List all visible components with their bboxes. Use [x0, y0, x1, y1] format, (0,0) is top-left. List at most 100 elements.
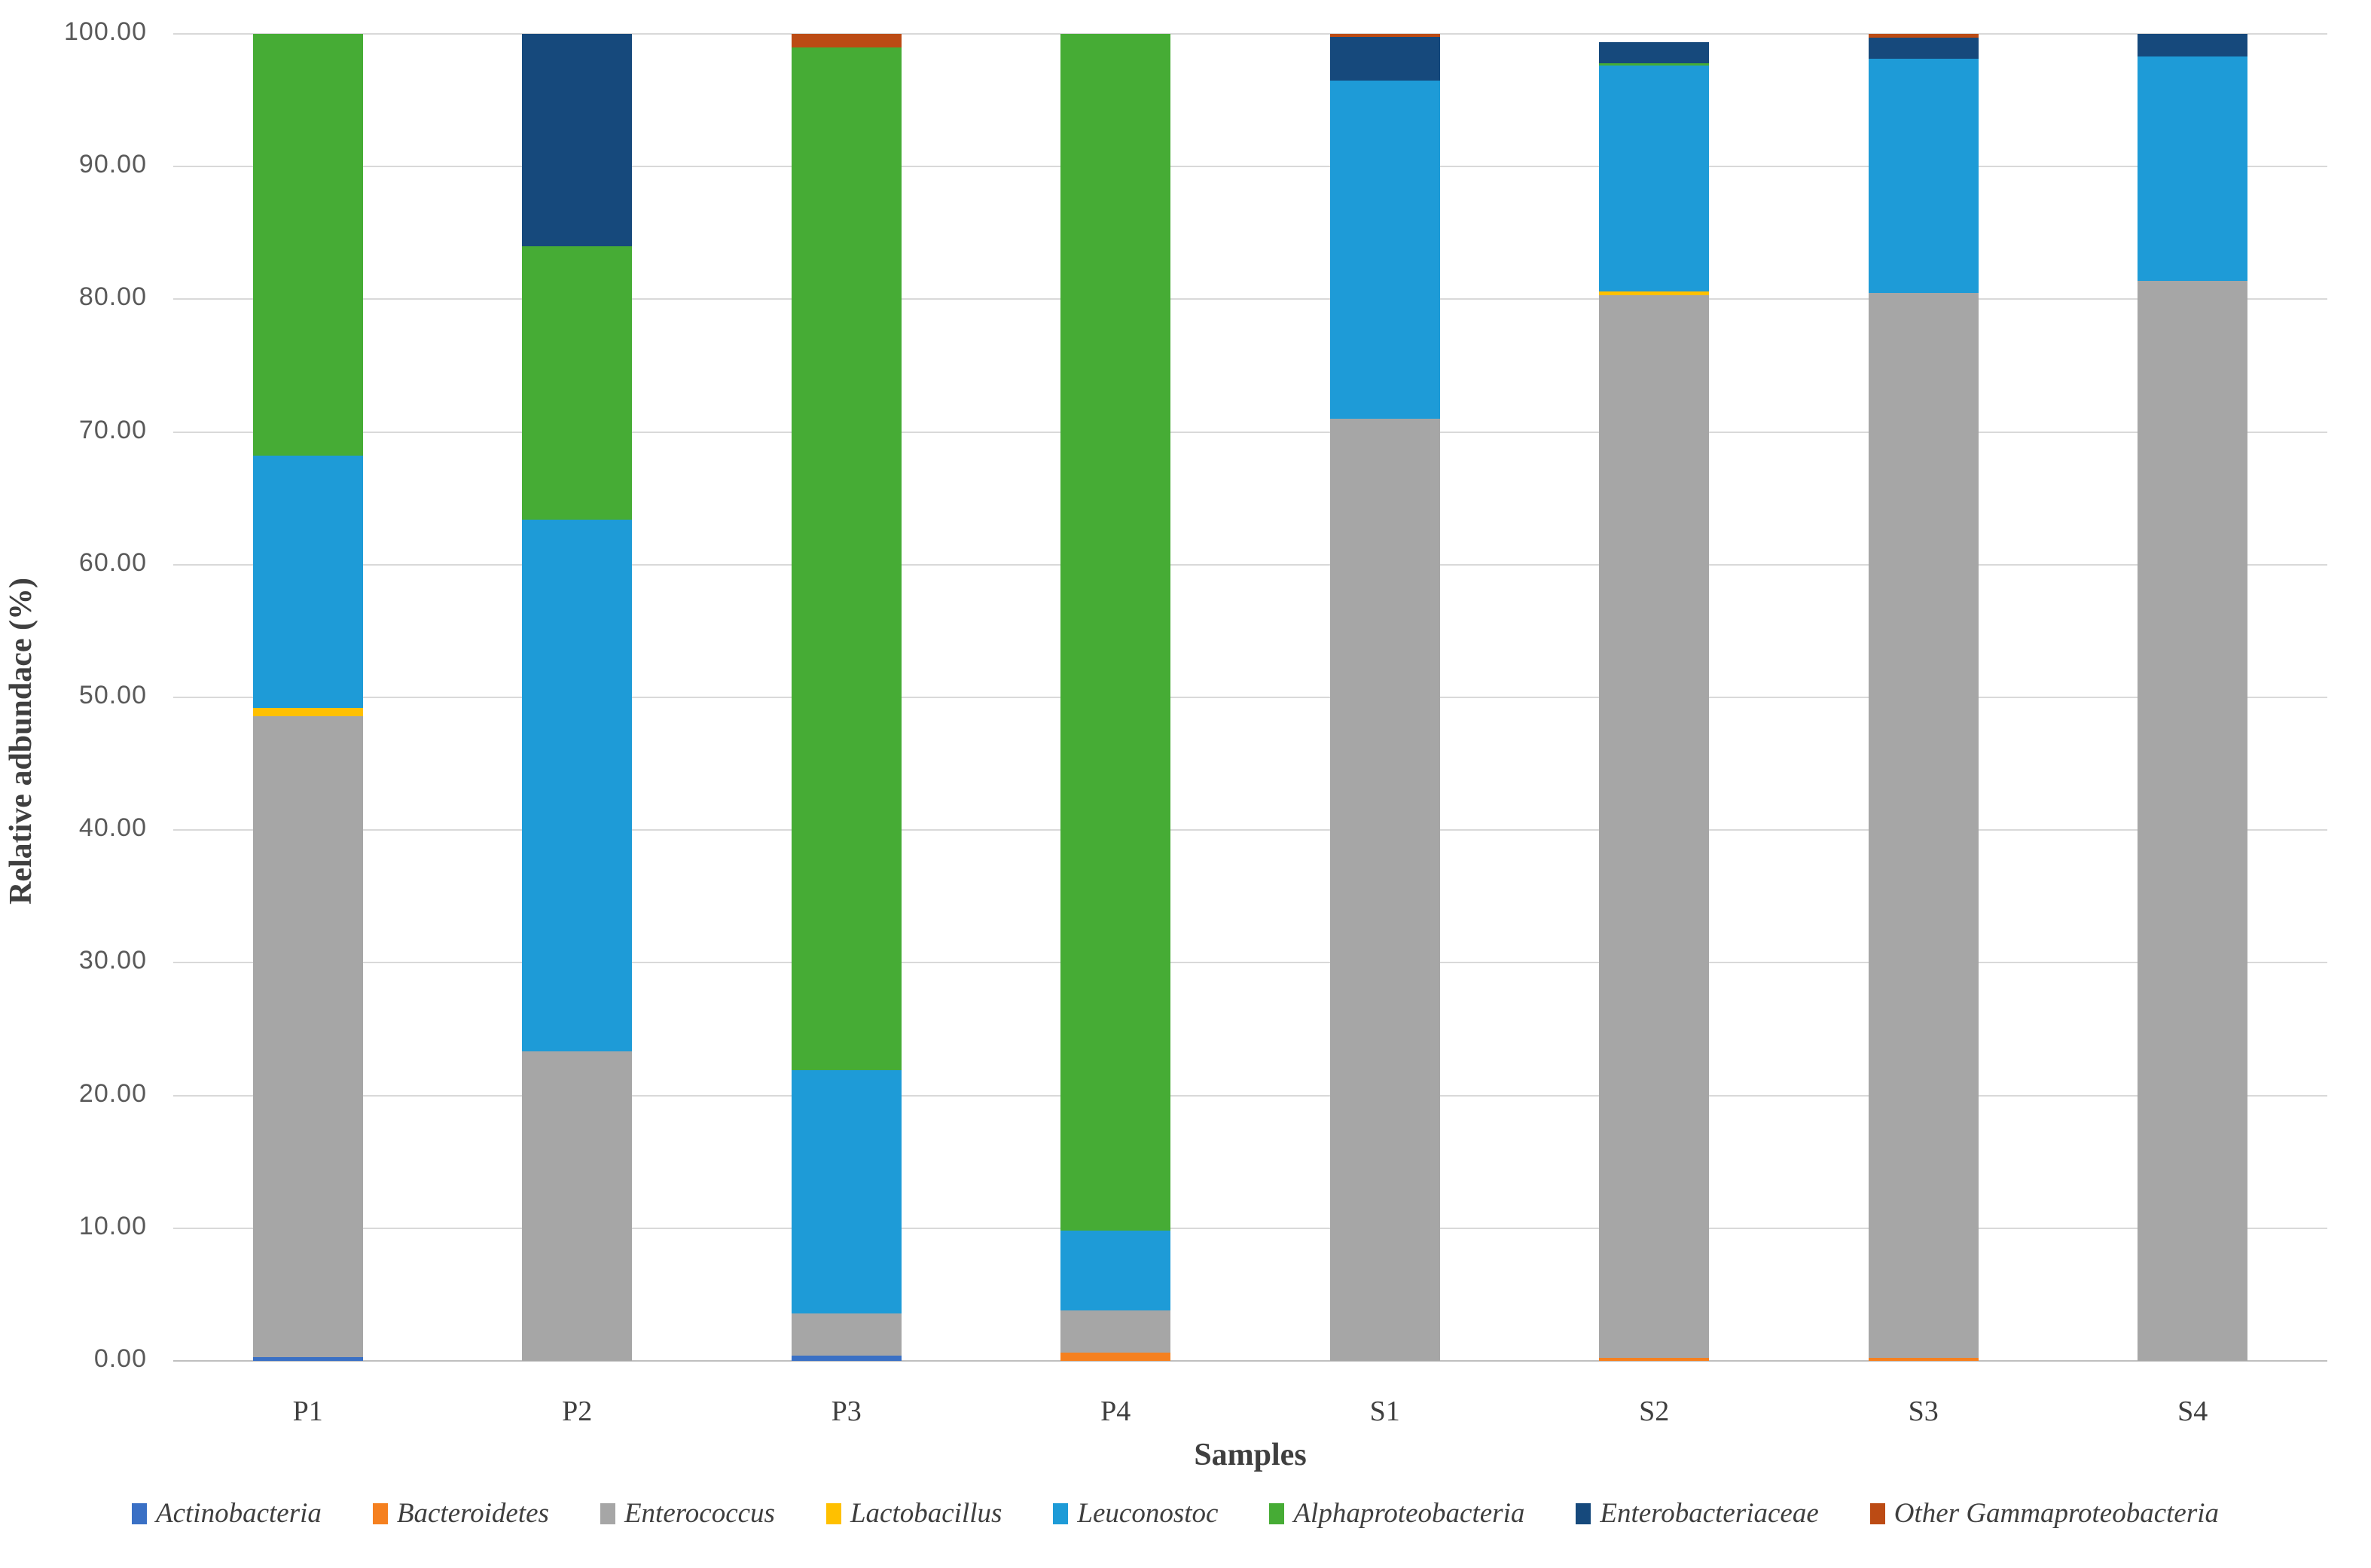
bar-segment-lactobacillus-S2 — [1599, 291, 1710, 296]
bar-segment-alphaproteobacteria-P1 — [252, 34, 363, 456]
bar-segment-enterobacteriaceae-S4 — [2138, 34, 2248, 56]
bar-segment-alphaproteobacteria-P2 — [522, 246, 633, 520]
y-axis-tick-label: 80.00 — [78, 282, 147, 312]
bar-segment-leuconostoc-S3 — [1868, 59, 1979, 293]
gridline — [173, 431, 2327, 433]
bar-segment-alphaproteobacteria-P4 — [1060, 34, 1171, 1231]
legend-label: Enterococcus — [624, 1498, 775, 1529]
y-axis-tick-label: 0.00 — [93, 1344, 147, 1373]
bar-column-S1 — [1329, 34, 1440, 1361]
gridline — [173, 829, 2327, 831]
legend-marker-icon — [1869, 1502, 1885, 1524]
bar-segment-leuconostoc-P4 — [1060, 1231, 1171, 1311]
legend-marker-icon — [600, 1502, 615, 1524]
bar-segment-enterobacteriaceae-S3 — [1868, 38, 1979, 59]
bar-segment-other-gammaproteobacteria-S1 — [1329, 34, 1440, 37]
legend-marker-icon — [1053, 1502, 1069, 1524]
gridline — [173, 962, 2327, 964]
gridline — [173, 298, 2327, 300]
bar-segment-enterobacteriaceae-S1 — [1329, 36, 1440, 81]
y-axis-tick-label: 100.00 — [64, 17, 147, 46]
bar-segment-bacteroidetes-P4 — [1060, 1353, 1171, 1361]
x-category-label-S3: S3 — [1908, 1396, 1939, 1427]
bar-segment-alphaproteobacteria-S2 — [1599, 63, 1710, 66]
gridline — [173, 1227, 2327, 1229]
y-axis-tick-label: 70.00 — [78, 415, 147, 444]
bar-segment-actinobacteria-P1 — [252, 1356, 363, 1361]
legend-label: Other Gammaproteobacteria — [1893, 1498, 2220, 1529]
bar-column-P1 — [252, 34, 363, 1361]
gridline — [173, 697, 2327, 698]
bar-segment-actinobacteria-P3 — [791, 1355, 902, 1361]
legend-item-actinobacteria: Actinobacteria — [132, 1497, 322, 1530]
bar-segment-leuconostoc-S2 — [1599, 66, 1710, 291]
bar-segment-leuconostoc-S1 — [1329, 80, 1440, 419]
bar-segment-enterococcus-S2 — [1599, 295, 1710, 1358]
legend-marker-icon — [1269, 1502, 1285, 1524]
x-category-label-S4: S4 — [2177, 1396, 2208, 1427]
legend-label: Actinobacteria — [156, 1498, 322, 1529]
y-axis-tick-label: 20.00 — [78, 1078, 147, 1108]
legend-item-enterobacteriaceae: Enterobacteriaceae — [1576, 1497, 1819, 1530]
legend-item-alphaproteobacteria: Alphaproteobacteria — [1269, 1497, 1524, 1530]
legend-marker-icon — [825, 1502, 841, 1524]
bar-segment-enterobacteriaceae-P2 — [522, 34, 633, 246]
legend-marker-icon — [132, 1502, 147, 1524]
legend-label: Enterobacteriaceae — [1600, 1498, 1819, 1529]
bar-segment-leuconostoc-S4 — [2138, 56, 2248, 281]
bar-segment-enterococcus-P1 — [252, 715, 363, 1357]
bar-segment-enterobacteriaceae-S2 — [1599, 41, 1710, 63]
legend-label: Leuconostoc — [1077, 1498, 1219, 1529]
legend-item-lactobacillus: Lactobacillus — [825, 1497, 1002, 1530]
x-axis-title: Samples — [1194, 1438, 1307, 1472]
x-category-label-P4: P4 — [1100, 1396, 1131, 1427]
bar-segment-enterococcus-S4 — [2138, 280, 2248, 1361]
bar-segment-leuconostoc-P3 — [791, 1070, 902, 1313]
y-axis-tick-label: 10.00 — [78, 1211, 147, 1240]
y-axis-tick-label: 60.00 — [78, 548, 147, 577]
bar-segment-enterococcus-P4 — [1060, 1310, 1171, 1353]
bar-segment-lactobacillus-P1 — [252, 708, 363, 716]
bar-column-S4 — [2138, 34, 2248, 1361]
legend-item-other-gammaproteobacteria: Other Gammaproteobacteria — [1869, 1497, 2220, 1530]
bar-column-P2 — [522, 34, 633, 1361]
bar-column-S2 — [1599, 34, 1710, 1361]
bar-column-P4 — [1060, 34, 1171, 1361]
bar-segment-enterococcus-P3 — [791, 1313, 902, 1356]
bar-column-P3 — [791, 34, 902, 1361]
bar-segment-other-gammaproteobacteria-S3 — [1868, 34, 1979, 38]
gridline — [173, 166, 2327, 168]
x-category-label-P3: P3 — [831, 1396, 862, 1427]
bar-segment-leuconostoc-P2 — [522, 519, 633, 1052]
bar-segment-enterococcus-S1 — [1329, 418, 1440, 1361]
bar-column-S3 — [1868, 34, 1979, 1361]
bar-segment-enterococcus-S3 — [1868, 292, 1979, 1359]
y-axis-tick-label: 90.00 — [78, 150, 147, 179]
legend-marker-icon — [372, 1502, 388, 1524]
bar-segment-bacteroidetes-S3 — [1868, 1358, 1979, 1361]
x-axis-line — [173, 1360, 2327, 1362]
gridline — [173, 1094, 2327, 1097]
y-axis-tick-label: 30.00 — [78, 946, 147, 975]
gridline — [173, 33, 2327, 35]
plot-area — [173, 33, 2327, 1362]
y-axis-tick-label: 50.00 — [78, 681, 147, 709]
bar-segment-other-gammaproteobacteria-P3 — [791, 34, 902, 47]
legend-item-leuconostoc: Leuconostoc — [1053, 1497, 1218, 1530]
x-category-label-P1: P1 — [292, 1396, 323, 1427]
x-category-label-P2: P2 — [562, 1396, 593, 1427]
legend-label: Alphaproteobacteria — [1293, 1498, 1525, 1529]
y-axis-tick-label: 40.00 — [78, 813, 147, 843]
legend-marker-icon — [1576, 1502, 1591, 1524]
bar-segment-leuconostoc-P1 — [252, 456, 363, 709]
bar-segment-enterococcus-P2 — [522, 1051, 633, 1361]
legend-label: Bacteroidetes — [396, 1498, 549, 1529]
bar-segment-bacteroidetes-S2 — [1599, 1357, 1710, 1361]
bar-segment-alphaproteobacteria-P3 — [791, 47, 902, 1071]
x-category-label-S1: S1 — [1369, 1396, 1400, 1427]
gridline — [173, 563, 2327, 566]
legend-item-bacteroidetes: Bacteroidetes — [372, 1497, 549, 1530]
legend-label: Lactobacillus — [850, 1498, 1002, 1529]
legend: Actinobacteria Bacteroidetes Enterococcus L… — [132, 1497, 2331, 1530]
